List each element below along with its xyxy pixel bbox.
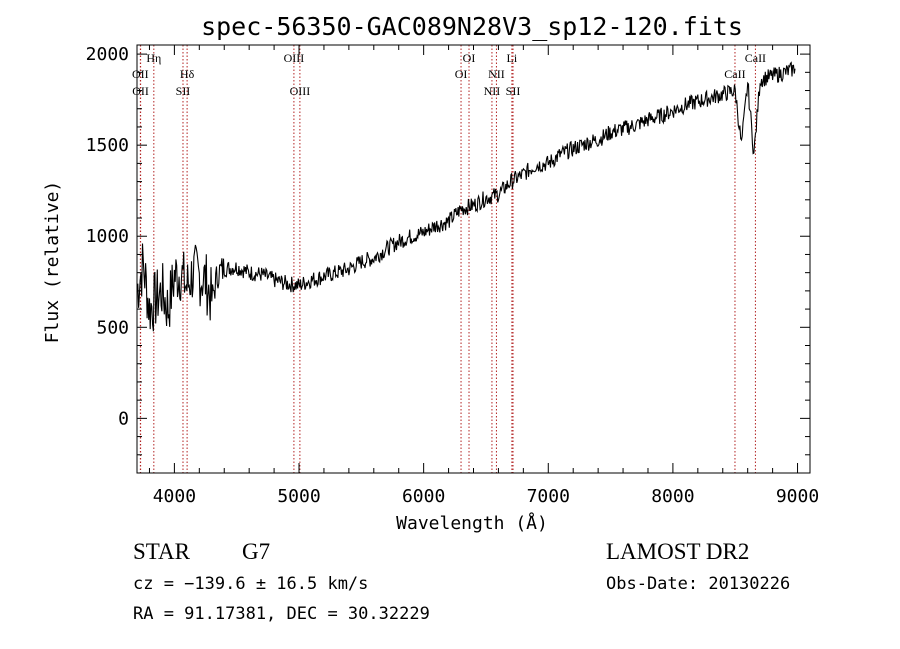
- x-axis-label: Wavelength (Å): [396, 512, 548, 534]
- y-tick-label: 1000: [86, 226, 129, 247]
- spectral-line-label: Li: [507, 51, 518, 65]
- y-axis-ticks: 0 500 1000 1500 2000: [86, 44, 810, 456]
- x-tick-label: 8000: [651, 486, 694, 507]
- object-class: STAR: [133, 539, 191, 564]
- y-axis-label: Flux (relative): [42, 181, 63, 344]
- x-tick-label: 6000: [402, 486, 445, 507]
- y-tick-label: 500: [96, 317, 129, 338]
- spectral-line-markers: [139, 45, 756, 473]
- spectral-line-label: CaII: [724, 67, 745, 81]
- plot-frame: [136, 44, 811, 474]
- spectral-line-label: OI: [463, 51, 476, 65]
- spectral-subclass: G7: [242, 539, 270, 564]
- spectral-line-label: NII: [488, 67, 505, 81]
- spectral-line-label: OIII: [284, 51, 305, 65]
- obs-date: Obs-Date: 20130226: [606, 574, 790, 594]
- footer-info: STAR G7 LAMOST DR2 cz = −139.6 ± 16.5 km…: [133, 539, 790, 624]
- spectral-line-label: CaII: [745, 51, 766, 65]
- spectral-line-label: Hη: [146, 51, 161, 65]
- coordinates: RA = 91.17381, DEC = 30.32229: [133, 604, 430, 624]
- spectral-line-label: Hδ: [180, 67, 195, 81]
- spectrum-line: [136, 61, 796, 332]
- spectral-line-label: NII: [484, 84, 501, 98]
- y-tick-label: 2000: [86, 44, 129, 65]
- x-tick-label: 4000: [153, 486, 196, 507]
- spectral-line-label: SII: [176, 84, 191, 98]
- y-tick-label: 0: [118, 408, 129, 429]
- spectral-line-label: OI: [455, 67, 468, 81]
- velocity-readout: cz = −139.6 ± 16.5 km/s: [133, 574, 368, 594]
- survey-name: LAMOST DR2: [606, 539, 749, 564]
- x-tick-label: 5000: [277, 486, 320, 507]
- x-tick-label: 9000: [776, 486, 819, 507]
- spectral-line-label: OII: [132, 67, 149, 81]
- chart-title: spec-56350-GAC089N28V3_sp12-120.fits: [201, 12, 743, 41]
- spectral-line-label: SII: [506, 84, 521, 98]
- spectral-line-label: OIII: [290, 84, 311, 98]
- y-tick-label: 1500: [86, 135, 129, 156]
- x-axis-ticks: 4000 5000 6000 7000 8000 9000: [148, 45, 819, 507]
- x-tick-label: 7000: [527, 486, 570, 507]
